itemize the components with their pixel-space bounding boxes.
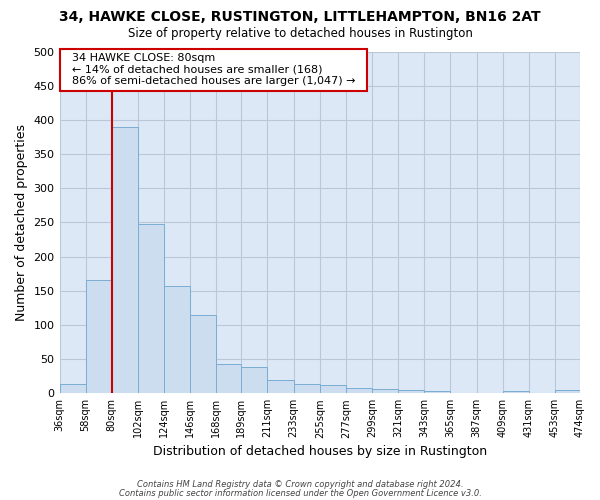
Bar <box>241 367 268 393</box>
Bar <box>372 389 398 393</box>
Bar <box>424 391 451 393</box>
Bar <box>320 385 346 393</box>
Bar <box>398 390 424 393</box>
Bar <box>346 388 372 393</box>
Bar <box>59 384 86 393</box>
Text: Size of property relative to detached houses in Rustington: Size of property relative to detached ho… <box>128 28 472 40</box>
Bar <box>268 380 293 393</box>
Text: Contains public sector information licensed under the Open Government Licence v3: Contains public sector information licen… <box>119 488 481 498</box>
Bar <box>112 126 138 393</box>
Y-axis label: Number of detached properties: Number of detached properties <box>15 124 28 321</box>
Text: Contains HM Land Registry data © Crown copyright and database right 2024.: Contains HM Land Registry data © Crown c… <box>137 480 463 489</box>
Bar <box>138 224 164 393</box>
Bar <box>164 286 190 393</box>
Bar <box>217 364 241 393</box>
Text: 34 HAWKE CLOSE: 80sqm  
  ← 14% of detached houses are smaller (168)  
  86% of : 34 HAWKE CLOSE: 80sqm ← 14% of detached … <box>65 53 362 86</box>
Text: 34, HAWKE CLOSE, RUSTINGTON, LITTLEHAMPTON, BN16 2AT: 34, HAWKE CLOSE, RUSTINGTON, LITTLEHAMPT… <box>59 10 541 24</box>
Bar <box>293 384 320 393</box>
Bar <box>503 391 529 393</box>
X-axis label: Distribution of detached houses by size in Rustington: Distribution of detached houses by size … <box>153 444 487 458</box>
Bar <box>555 390 580 393</box>
Bar <box>190 314 217 393</box>
Bar <box>86 280 112 393</box>
